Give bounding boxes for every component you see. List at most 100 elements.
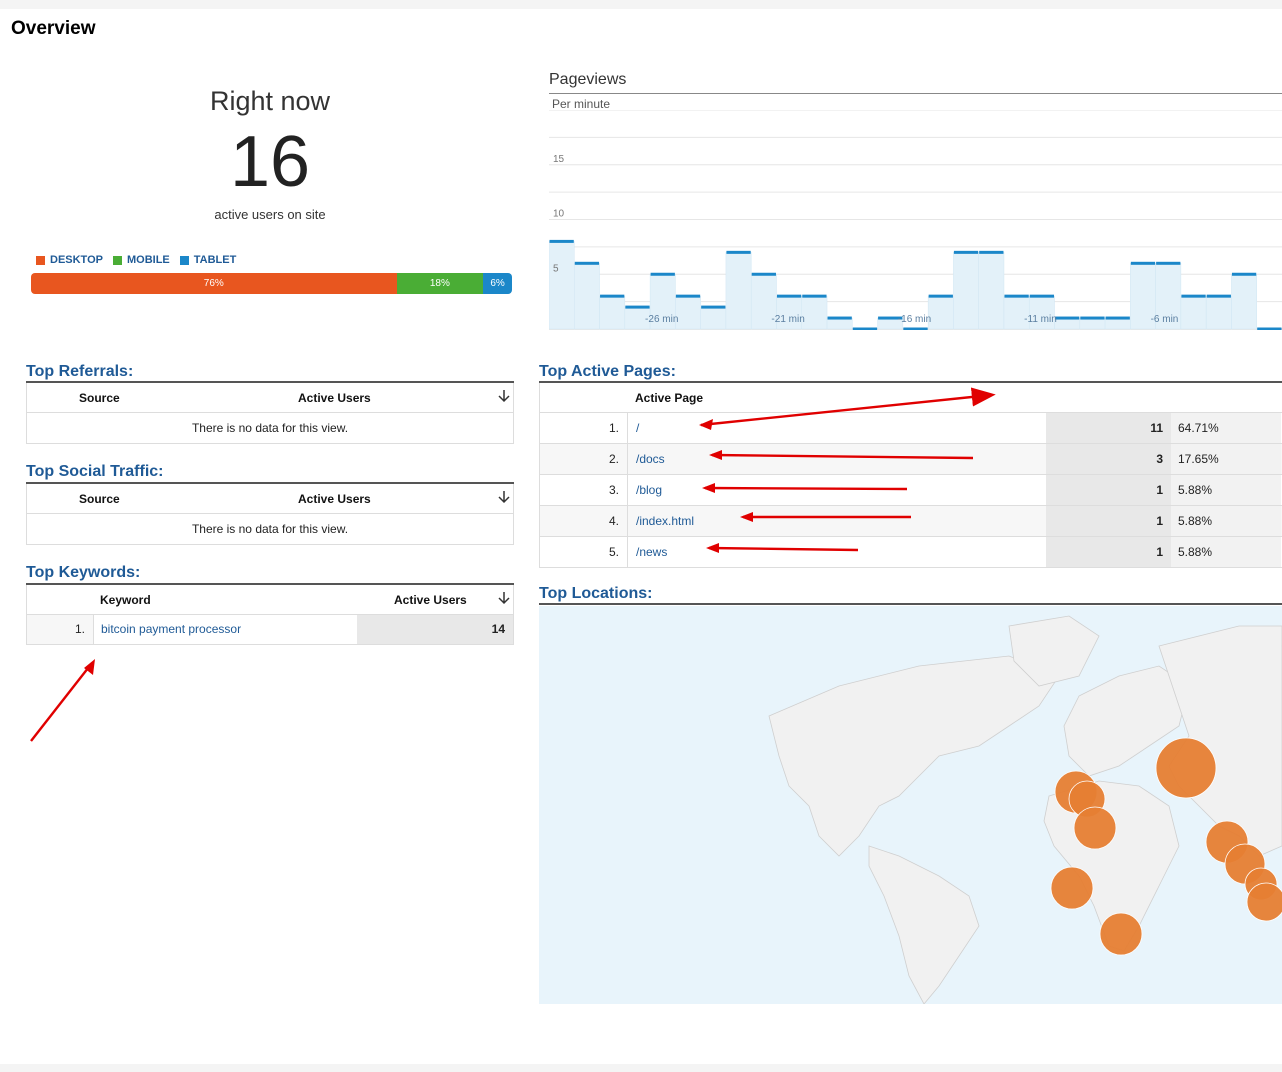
location-marker — [1099, 912, 1143, 956]
pageview-bar — [852, 327, 878, 330]
top-active-pages-title: Top Active Pages: — [539, 363, 676, 380]
social-empty: There is no data for this view. — [26, 514, 514, 545]
pageview-bar — [549, 239, 574, 243]
pageview-area — [1180, 295, 1207, 330]
mobile-segment[interactable]: 18% — [396, 273, 484, 294]
pageview-area — [675, 295, 701, 330]
pageview-area — [700, 306, 727, 330]
sort-down-icon[interactable] — [498, 591, 510, 605]
pageview-bar — [1231, 272, 1257, 276]
pageview-bar — [1080, 316, 1105, 320]
page-percent: 5.88% — [1171, 475, 1281, 505]
pageview-bar — [726, 250, 751, 254]
page-link[interactable]: /docs — [636, 452, 665, 466]
sort-down-icon[interactable] — [498, 490, 510, 504]
page-title: Overview — [11, 18, 96, 39]
page-percent: 5.88% — [1171, 506, 1281, 536]
top-social-title: Top Social Traffic: — [26, 463, 164, 480]
right-now-title: Right now — [209, 86, 331, 116]
pageview-area — [1028, 295, 1055, 330]
social-col-users[interactable]: Active Users — [298, 492, 371, 506]
pageview-bar — [1257, 327, 1282, 330]
north-america-shape — [768, 655, 1060, 857]
keywords-header: Keyword Active Users — [26, 585, 514, 615]
page-users: 1 — [1046, 475, 1171, 505]
pageview-bar — [1130, 261, 1156, 265]
pageview-bar — [1055, 316, 1080, 320]
active-pages-col-page[interactable]: Active Page — [635, 391, 704, 405]
pageview-area — [549, 241, 575, 330]
top-band — [0, 0, 1282, 9]
annotation-arrow — [30, 662, 93, 742]
pageview-area — [1205, 295, 1232, 330]
page-percent: 64.71% — [1171, 413, 1281, 443]
page-users: 1 — [1046, 506, 1171, 536]
pageview-area — [1104, 317, 1131, 330]
referrals-table: Source Active Users There is no data for… — [26, 381, 514, 444]
south-america-shape — [868, 845, 980, 1004]
page-percent: 17.65% — [1171, 444, 1281, 474]
y-tick-label: 5 — [553, 263, 559, 274]
page-link[interactable]: /index.html — [636, 514, 695, 528]
pageview-bar — [979, 250, 1004, 254]
pageview-area — [574, 263, 600, 330]
active-users-count: 16 — [229, 122, 311, 202]
desktop-segment[interactable]: 76% — [31, 273, 397, 294]
active-pages-body: 1./11 64.71% 2./docs 3 17.65% 3./blog 1 5.88%… — [539, 413, 1282, 568]
pageview-bar — [878, 316, 903, 320]
pageviews-chart: 15 10 5 -26 min -21 min -16 min -11 min -6 min — [549, 110, 1282, 330]
legend-desktop: DESKTOP — [36, 254, 103, 266]
pageview-area — [649, 274, 676, 330]
keywords-col-users[interactable]: Active Users — [394, 593, 467, 607]
page-link[interactable]: /news — [636, 545, 668, 559]
world-map[interactable] — [539, 606, 1282, 1004]
x-tick-label: -6 min — [1151, 314, 1179, 325]
x-tick-label: -16 min — [898, 314, 931, 325]
pageview-area — [1155, 263, 1182, 330]
keywords-col-keyword[interactable]: Keyword — [100, 593, 151, 607]
pageview-area — [1231, 274, 1257, 330]
page-link[interactable]: / — [636, 421, 640, 435]
desktop-swatch — [36, 255, 45, 265]
page-link[interactable]: /blog — [636, 483, 663, 497]
pageview-area — [1079, 317, 1106, 330]
pageview-area — [826, 317, 853, 330]
referrals-col-source[interactable]: Source — [79, 391, 120, 405]
referrals-col-users[interactable]: Active Users — [298, 391, 371, 405]
page-users: 1 — [1046, 537, 1171, 567]
page-users: 3 — [1046, 444, 1171, 474]
pageview-bar — [953, 250, 979, 254]
pageview-area — [599, 295, 626, 330]
keyword-link[interactable]: bitcoin payment processor — [101, 622, 242, 636]
pageview-area — [801, 295, 828, 330]
pageview-bar — [751, 272, 776, 276]
table-row: 2. /docs 3 17.65% — [539, 444, 1282, 475]
table-row: 4. /index.html 1 5.88% — [539, 506, 1282, 537]
x-tick-label: -21 min — [771, 314, 804, 325]
keyword-users: 14 — [357, 615, 513, 644]
sort-down-icon[interactable] — [498, 389, 510, 403]
social-col-source[interactable]: Source — [79, 492, 120, 506]
x-tick-label: -26 min — [645, 314, 678, 325]
location-marker — [1073, 806, 1117, 850]
row-index: 2. — [540, 444, 628, 474]
pageview-bar — [776, 294, 802, 298]
pageview-bar — [802, 294, 827, 298]
greenland-shape — [1008, 615, 1100, 687]
europe-shape — [1063, 665, 1190, 777]
pageview-bar — [827, 316, 852, 320]
pageview-bar — [903, 327, 928, 330]
referrals-empty: There is no data for this view. — [26, 413, 514, 444]
social-table: Source Active Users There is no data for… — [26, 482, 514, 545]
table-row: 3. /blog 1 5.88% — [539, 475, 1282, 506]
pageviews-divider — [549, 93, 1282, 94]
active-users-label: active users on site — [214, 207, 326, 222]
tablet-segment[interactable]: 6% — [483, 273, 512, 294]
referrals-header: Source Active Users — [26, 383, 514, 413]
device-legend: DESKTOP MOBILE TABLET — [36, 254, 236, 266]
pageview-area — [953, 252, 979, 330]
location-marker — [1050, 866, 1094, 910]
page-users: 11 — [1046, 413, 1171, 443]
social-header: Source Active Users — [26, 484, 514, 514]
pageviews-title: Pageviews — [549, 71, 627, 88]
